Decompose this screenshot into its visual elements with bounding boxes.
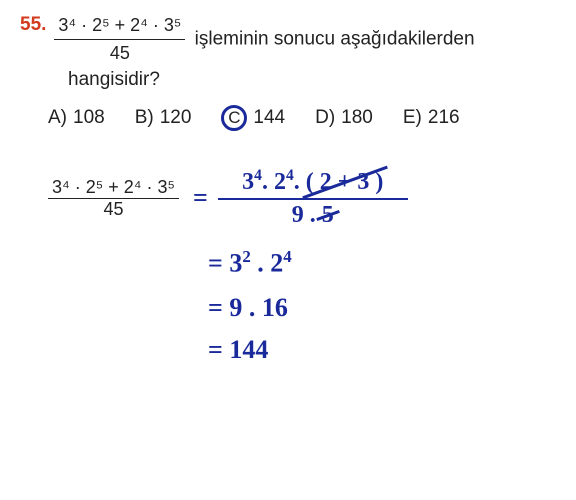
option-b-letter: B): [135, 107, 154, 129]
hand-numerator: 34. 24. ( 2 + 3 ): [218, 167, 408, 196]
question-header: 55. 3⁴ · 2⁵ + 2⁴ · 3⁵ 45 işleminin sonuc…: [20, 12, 556, 67]
printed-fraction: 3⁴ · 2⁵ + 2⁴ · 3⁵ 45: [48, 177, 179, 220]
work-step-2: = 9 . 16: [208, 293, 556, 323]
option-e-value: 216: [428, 107, 460, 129]
fraction-numerator: 3⁴ · 2⁵ + 2⁴ · 3⁵: [54, 12, 185, 40]
option-c-value: 144: [253, 107, 285, 129]
s1-dot: .: [257, 249, 264, 278]
s1-a: 3: [229, 249, 242, 278]
strike-paren: ( 2 + 3 ): [306, 169, 384, 196]
work-area: 3⁴ · 2⁵ + 2⁴ · 3⁵ 45 = 34. 24. ( 2 + 3 )…: [20, 167, 556, 365]
work-line-1: 3⁴ · 2⁵ + 2⁴ · 3⁵ 45 = 34. 24. ( 2 + 3 )…: [20, 167, 556, 229]
hd-dot: .: [310, 202, 316, 228]
option-d-letter: D): [315, 107, 335, 129]
question-number: 55.: [20, 12, 46, 39]
equals-1: =: [193, 183, 208, 213]
options-row: A) 108 B) 120 C 144 D) 180 E) 216: [48, 105, 556, 131]
hand-denominator: 9 . 5: [218, 202, 408, 229]
handwritten-fraction: 34. 24. ( 2 + 3 ) 9 . 5: [218, 167, 408, 229]
printed-frac-den: 45: [48, 199, 179, 220]
option-b-value: 120: [160, 107, 192, 129]
hand-bar: [218, 198, 408, 200]
question-fraction: 3⁴ · 2⁵ + 2⁴ · 3⁵ 45: [54, 12, 185, 67]
question-body: 3⁴ · 2⁵ + 2⁴ · 3⁵ 45 işleminin sonucu aş…: [54, 12, 474, 67]
option-a-letter: A): [48, 107, 67, 129]
option-d-value: 180: [341, 107, 373, 129]
option-e-letter: E): [403, 107, 422, 129]
option-a-value: 108: [73, 107, 105, 129]
work-step-3: = 144: [208, 335, 556, 365]
option-a[interactable]: A) 108: [48, 107, 105, 129]
fraction-denominator: 45: [54, 40, 185, 67]
s1-eq: =: [208, 249, 223, 278]
circled-c-icon: C: [221, 105, 247, 131]
s1-b: 2: [270, 249, 283, 278]
work-step-1: = 32 . 24: [208, 247, 556, 279]
option-b[interactable]: B) 120: [135, 107, 192, 129]
hn-b-exp: 4: [286, 167, 294, 184]
question-line2: hangisidir?: [68, 69, 556, 91]
s1-a-exp: 2: [242, 247, 250, 266]
s1-b-exp: 4: [283, 247, 291, 266]
option-d[interactable]: D) 180: [315, 107, 373, 129]
printed-frac-num: 3⁴ · 2⁵ + 2⁴ · 3⁵: [48, 177, 179, 199]
option-c[interactable]: C 144: [221, 105, 285, 131]
option-c-letter: C: [228, 108, 240, 128]
option-e[interactable]: E) 216: [403, 107, 460, 129]
hn-dot1: .: [262, 169, 268, 195]
question-text-after: işleminin sonucu aşağıdakilerden: [195, 29, 475, 50]
hn-a-exp: 4: [254, 167, 262, 184]
hd-a: 9: [292, 202, 304, 228]
hn-dot2: .: [294, 169, 300, 195]
hn-a: 3: [242, 169, 254, 195]
hn-b: 2: [274, 169, 286, 195]
strike-5: 5: [322, 202, 334, 229]
